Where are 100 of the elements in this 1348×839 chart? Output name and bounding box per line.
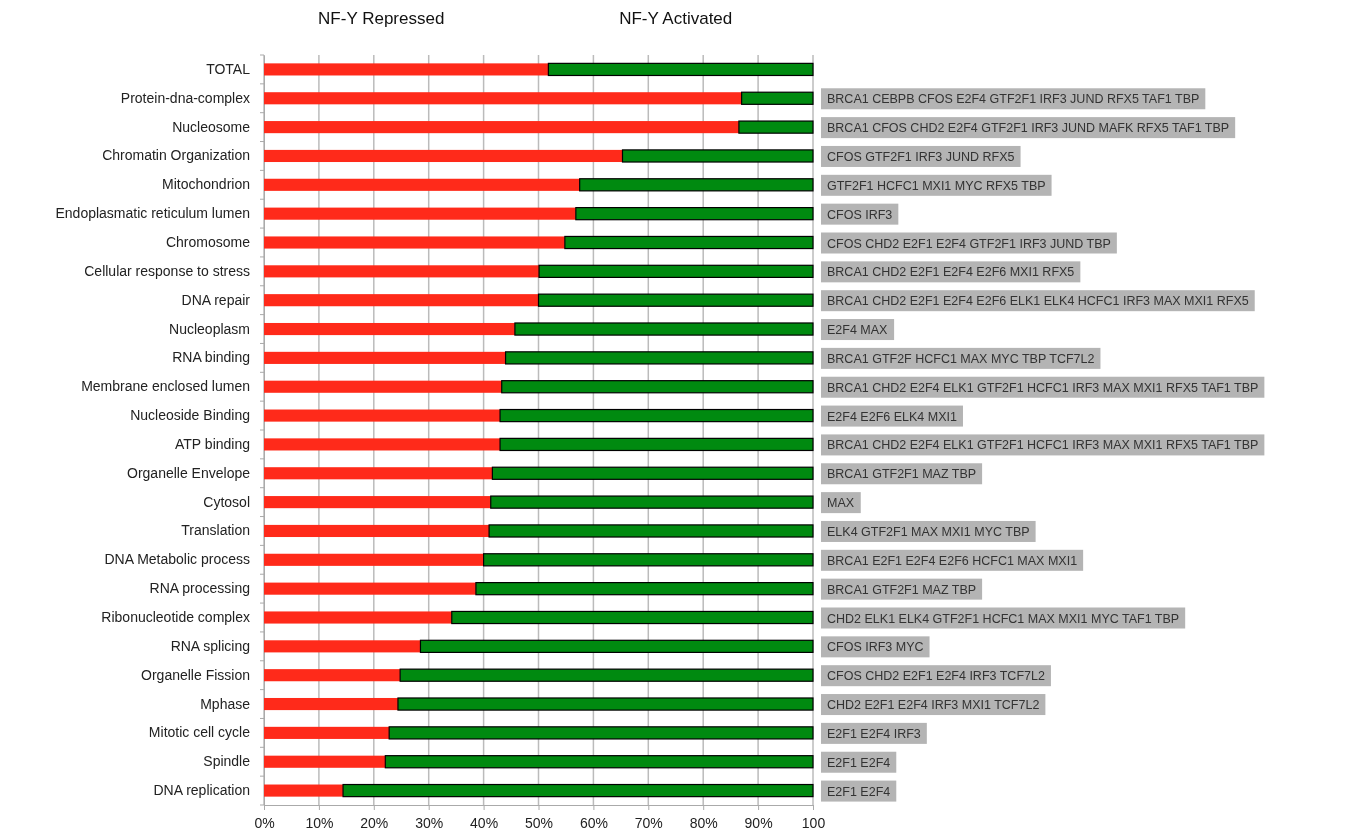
- text: BRCA1 CEBPB CFOS E2F4 GTF2F1 IRF3 JUND RFX5 TAF1 TBP: [827, 92, 1200, 107]
- y-tick-label: Nucleosome: [172, 118, 251, 135]
- bar: [264, 697, 398, 711]
- y-tick-label: DNA repair: [181, 291, 251, 308]
- bar: [621, 149, 814, 163]
- bar: [538, 264, 814, 278]
- bar: [491, 466, 814, 480]
- x-tick-label: 100: [801, 814, 826, 831]
- text: CHD2 ELK1 ELK4 GTF2F1 HCFC1 MAX MXI1 MYC TAF1 TBP: [827, 611, 1180, 626]
- bar: [490, 495, 814, 509]
- x-tick-label: 0%: [254, 814, 275, 831]
- bar: [575, 207, 814, 221]
- bar: [264, 409, 501, 422]
- x-tick-label: 80%: [689, 814, 718, 831]
- y-tick-label: RNA processing: [149, 580, 250, 597]
- bar: [579, 178, 814, 192]
- bar: [264, 351, 506, 364]
- text: BRCA1 E2F1 E2F4 E2F6 HCFC1 MAX MXI1: [827, 553, 1078, 568]
- bar: [264, 92, 742, 105]
- text: MAX: [827, 496, 855, 511]
- bar: [488, 524, 814, 538]
- text: BRCA1 GTF2F1 MAZ TBP: [827, 582, 977, 597]
- y-tick-label: Chromosome: [165, 233, 251, 250]
- x-tick-label: 40%: [470, 814, 499, 831]
- text: ELK4 GTF2F1 MAX MXI1 MYC TBP: [827, 524, 1030, 539]
- bar: [264, 784, 344, 797]
- x-tick-label: 60%: [579, 814, 608, 831]
- text: E2F1 E2F4: [827, 755, 891, 770]
- text: E2F1 E2F4: [827, 784, 891, 799]
- y-tick-label: RNA binding: [172, 349, 250, 366]
- bar: [264, 294, 539, 307]
- y-tick-label: DNA replication: [153, 782, 250, 799]
- text: CFOS CHD2 E2F1 E2F4 IRF3 TCF7L2: [827, 669, 1045, 684]
- bar: [264, 63, 549, 76]
- y-tick-label: Mitotic cell cycle: [148, 724, 251, 741]
- y-tick-label: Chromatin Organization: [102, 147, 250, 164]
- bar: [264, 582, 476, 595]
- y-tick-label: Cytosol: [203, 493, 250, 510]
- bar: [264, 611, 452, 624]
- x-tick-label: 90%: [744, 814, 773, 831]
- bar: [537, 293, 814, 307]
- bar: [741, 91, 814, 105]
- x-tick-label: 50%: [524, 814, 554, 831]
- bar: [264, 265, 540, 278]
- y-tick-label: ATP binding: [175, 435, 250, 452]
- y-tick-label: Nucleoside Binding: [130, 407, 250, 424]
- bar: [419, 639, 814, 653]
- bar: [264, 380, 502, 393]
- bar: [384, 755, 814, 769]
- bar: [264, 467, 493, 480]
- text: GTF2F1 HCFC1 MXI1 MYC RFX5 TBP: [827, 178, 1046, 193]
- bar: [264, 121, 739, 134]
- y-tick-label: Cellular response to stress: [84, 262, 250, 279]
- bar: [264, 207, 576, 220]
- bar: [264, 149, 623, 163]
- text: E2F4 E2F6 ELK4 MXI1: [827, 409, 957, 424]
- text: CFOS IRF3 MYC: [827, 640, 924, 655]
- y-tick-label: TOTAL: [206, 60, 251, 77]
- text: CFOS GTF2F1 IRF3 JUND RFX5: [827, 149, 1015, 164]
- y-tick-label: Endoplasmatic reticulum lumen: [55, 205, 250, 222]
- bar: [504, 351, 814, 365]
- y-tick-label: Organelle Envelope: [127, 464, 251, 481]
- bar: [475, 582, 814, 596]
- bar: [264, 524, 490, 538]
- bar: [264, 553, 484, 566]
- bar: [342, 783, 814, 798]
- bar: [397, 697, 814, 711]
- bar: [388, 726, 814, 740]
- bar: [547, 62, 814, 77]
- text: BRCA1 CHD2 E2F4 ELK1 GTF2F1 HCFC1 IRF3 MAX MXI1 RFX5 TAF1 TBP: [827, 438, 1259, 453]
- bar: [264, 322, 515, 336]
- y-tick-label: Organelle Fission: [141, 666, 250, 683]
- y-tick-label: Translation: [181, 522, 250, 539]
- bar: [399, 668, 814, 682]
- text: BRCA1 GTF2F HCFC1 MAX MYC TBP TCF7L2: [827, 351, 1095, 366]
- bar: [501, 380, 814, 394]
- y-tick-label: Mitochondrion: [162, 176, 250, 193]
- x-tick-label: 70%: [634, 814, 663, 831]
- y-tick-label: Membrane enclosed lumen: [81, 378, 250, 395]
- bar: [483, 553, 814, 567]
- text: E2F4 MAX: [827, 323, 889, 338]
- y-tick-label: Ribonucleotide complex: [101, 608, 250, 625]
- bar: [499, 408, 814, 423]
- text: BRCA1 CFOS CHD2 E2F4 GTF2F1 IRF3 JUND MAFK RFX5 TAF1 TBP: [827, 121, 1230, 136]
- bar: [264, 640, 421, 653]
- bar: [264, 496, 491, 509]
- bar: [451, 610, 814, 625]
- text: BRCA1 CHD2 E2F1 E2F4 E2F6 MXI1 RFX5: [827, 265, 1075, 280]
- text: CFOS CHD2 E2F1 E2F4 GTF2F1 IRF3 JUND TBP: [827, 236, 1111, 251]
- y-tick-label: DNA Metabolic process: [104, 551, 250, 568]
- bar: [264, 726, 390, 739]
- text: BRCA1 GTF2F1 MAZ TBP: [827, 467, 977, 482]
- text: E2F1 E2F4 IRF3: [827, 726, 921, 741]
- bar: [264, 669, 401, 682]
- y-tick-label: Nucleoplasm: [169, 320, 250, 337]
- text: CHD2 E2F1 E2F4 IRF3 MXI1 TCF7L2: [827, 698, 1040, 713]
- text: NF-Y Repressed: [318, 9, 445, 28]
- bar: [264, 178, 580, 191]
- text: BRCA1 CHD2 E2F4 ELK1 GTF2F1 HCFC1 IRF3 MAX MXI1 RFX5 TAF1 TBP: [827, 380, 1259, 395]
- bar: [738, 120, 814, 134]
